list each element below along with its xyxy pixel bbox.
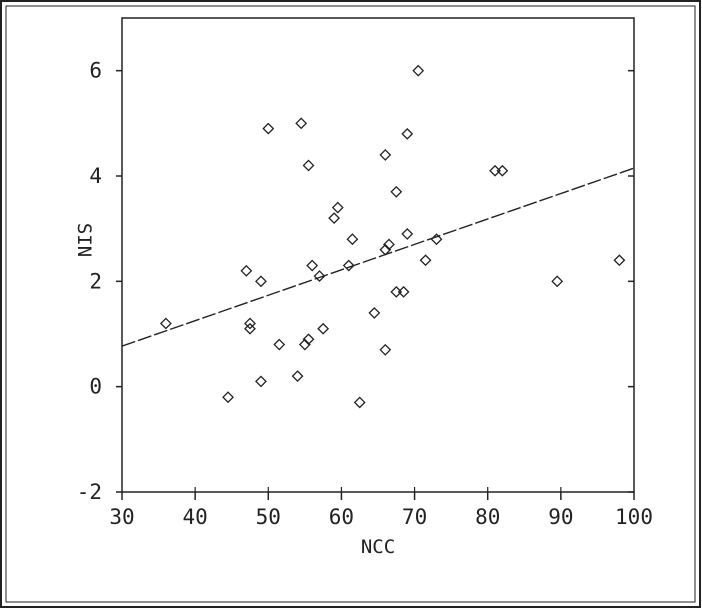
y-axis-label: SIN bbox=[73, 223, 95, 257]
x-tick-label: 90 bbox=[548, 505, 573, 529]
data-point bbox=[412, 64, 425, 77]
data-point bbox=[255, 275, 267, 288]
data-point bbox=[302, 159, 315, 172]
data-point bbox=[346, 233, 359, 246]
x-tick-label: 50 bbox=[256, 505, 281, 529]
data-point bbox=[419, 254, 432, 267]
trend-line bbox=[121, 167, 635, 347]
data-point bbox=[368, 307, 381, 319]
data-point bbox=[342, 259, 355, 272]
x-tick-label: 60 bbox=[329, 505, 354, 529]
tick-marks bbox=[116, 69, 635, 500]
x-tick-label: 70 bbox=[402, 505, 427, 529]
y-tick-label: 2 bbox=[89, 269, 102, 293]
y-tick-label: 6 bbox=[89, 59, 102, 83]
figure-frame-inner bbox=[5, 5, 696, 603]
data-point bbox=[613, 254, 626, 267]
data-point bbox=[496, 164, 509, 177]
data-point bbox=[306, 259, 319, 272]
data-point bbox=[291, 370, 304, 383]
data-point bbox=[313, 270, 326, 282]
data-point bbox=[222, 391, 234, 404]
x-axis-label: NCC bbox=[361, 536, 395, 558]
data-point bbox=[397, 285, 410, 298]
y-tick-label: -2 bbox=[77, 480, 102, 504]
data-point bbox=[159, 317, 172, 330]
data-point bbox=[401, 228, 414, 240]
x-tick-label: 40 bbox=[182, 505, 207, 529]
data-point bbox=[244, 317, 256, 330]
plot-area-frame bbox=[121, 17, 635, 493]
data-points bbox=[159, 64, 626, 409]
data-point bbox=[430, 233, 443, 246]
data-point bbox=[390, 185, 403, 198]
data-point bbox=[295, 117, 308, 130]
data-point bbox=[328, 212, 341, 225]
data-point bbox=[317, 322, 330, 335]
x-tick-label: 30 bbox=[109, 505, 134, 529]
data-point bbox=[331, 201, 344, 214]
data-point bbox=[353, 396, 366, 409]
y-tick-label: 0 bbox=[89, 375, 102, 399]
data-point bbox=[240, 264, 253, 277]
data-point bbox=[551, 275, 564, 288]
trend-line-group bbox=[121, 167, 635, 347]
data-point bbox=[379, 243, 392, 256]
y-tick-labels: -2 0 2 4 6 bbox=[77, 59, 102, 504]
data-point bbox=[255, 375, 267, 388]
x-tick-labels: 30 40 50 60 70 80 90 100 bbox=[109, 505, 653, 529]
x-tick-label: 100 bbox=[615, 505, 653, 529]
data-point bbox=[302, 333, 315, 346]
y-tick-label: 4 bbox=[89, 164, 102, 188]
data-point bbox=[379, 343, 392, 356]
data-point bbox=[383, 238, 395, 251]
data-point bbox=[262, 122, 275, 135]
data-point bbox=[379, 149, 392, 161]
data-point bbox=[244, 322, 256, 335]
data-point bbox=[273, 338, 286, 351]
data-point bbox=[401, 127, 414, 140]
x-tick-label: 80 bbox=[475, 505, 500, 529]
data-point bbox=[298, 338, 311, 351]
